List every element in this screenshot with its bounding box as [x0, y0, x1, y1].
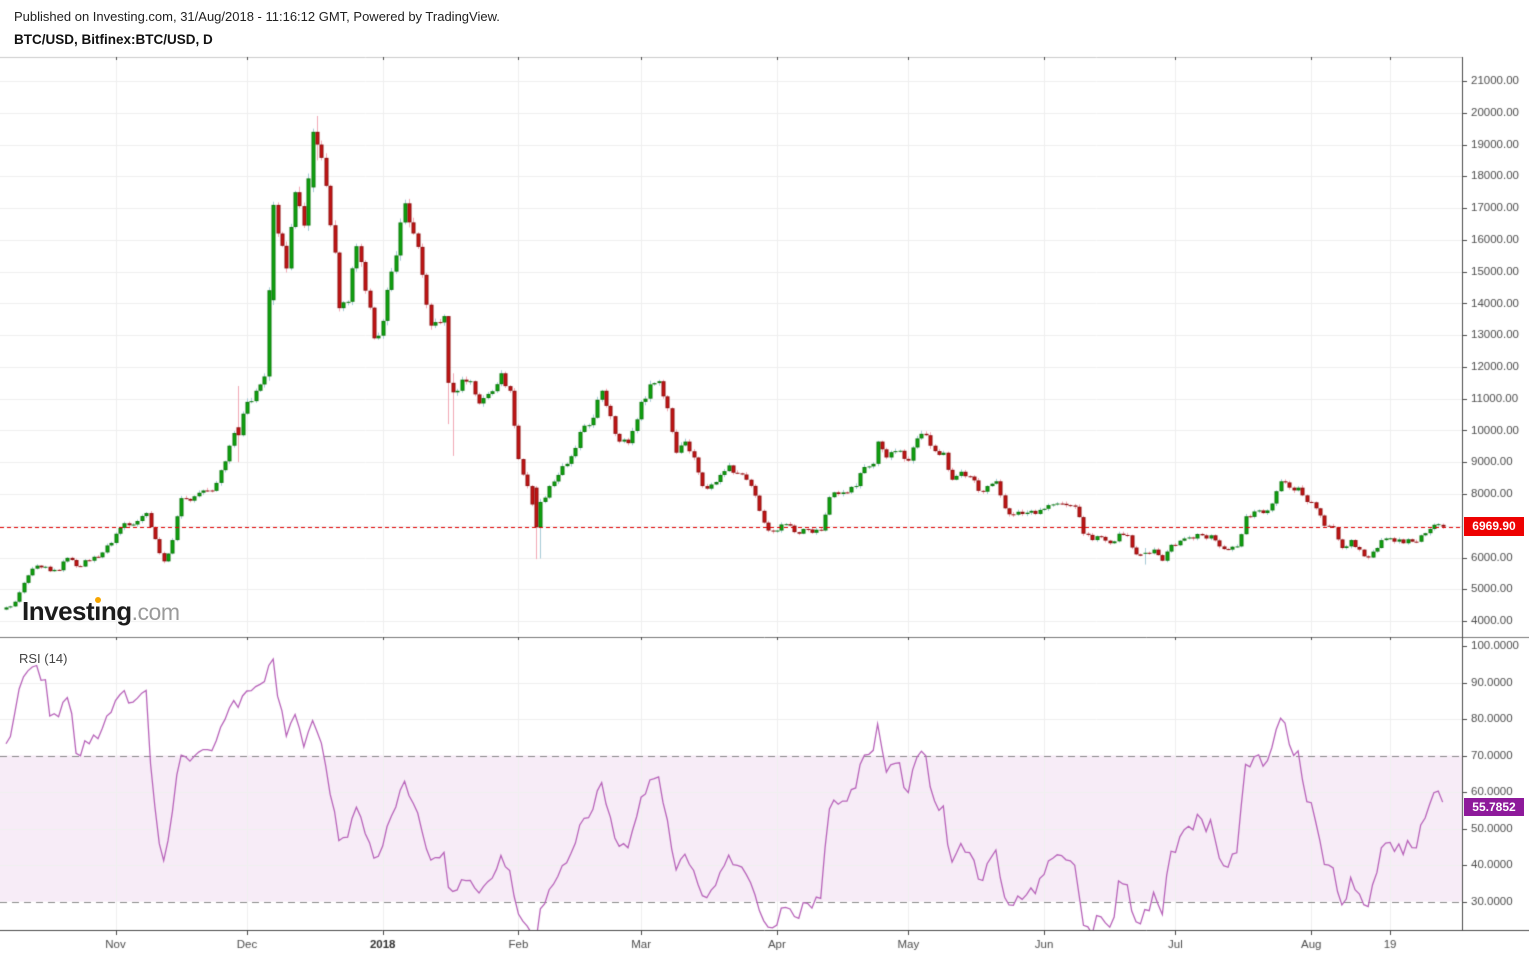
- watermark-com-suffix: .com: [131, 599, 180, 625]
- published-info-line: Published on Investing.com, 31/Aug/2018 …: [14, 9, 500, 24]
- last-price-axis-tag: 6969.90: [1464, 517, 1524, 536]
- watermark-brand-text: Investı ng: [22, 596, 132, 626]
- symbol-title: BTC/USD, Bitfinex:BTC/USD, D: [14, 32, 213, 47]
- rsi-value-axis-tag: 55.7852: [1464, 798, 1524, 816]
- investing-com-watermark-logo: Investı ng.com: [22, 596, 180, 626]
- watermark-orange-dot: [95, 597, 102, 603]
- rsi-indicator-label: RSI (14): [19, 651, 68, 666]
